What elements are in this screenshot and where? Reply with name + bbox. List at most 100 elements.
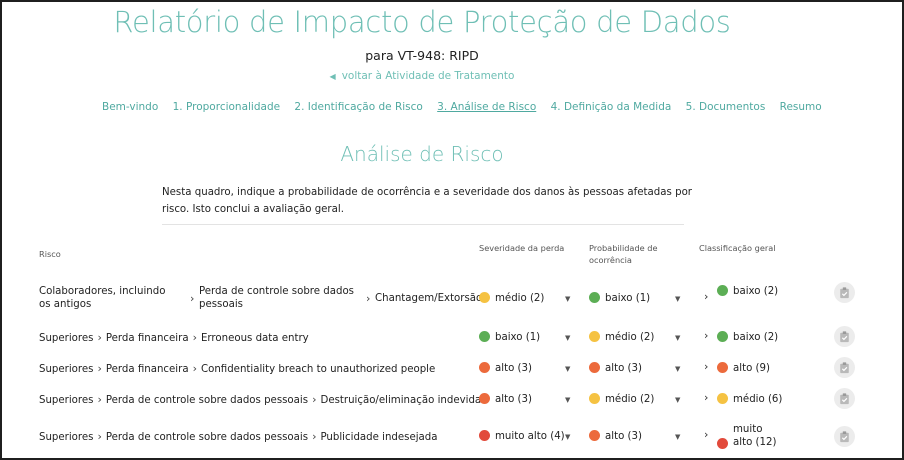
section-title: Análise de Risco xyxy=(340,142,504,166)
overall-rating: baixo (2) xyxy=(717,285,778,297)
risk-path-part: Chantagem/Extorsão xyxy=(375,293,483,304)
page-subtitle: para VT-948: RIPD xyxy=(365,48,479,63)
probability-select[interactable]: baixo (1) xyxy=(589,292,650,304)
caret-down-icon[interactable]: ▼ xyxy=(565,396,571,404)
risk-path: Superiores › Perda de controle sobre dados… xyxy=(39,430,438,443)
table-row: Superiores › Perda financeira › Confidential… xyxy=(2,357,904,384)
chevron-right-icon: › xyxy=(192,331,197,344)
overall-value: baixo (2) xyxy=(733,286,779,297)
probability-select[interactable]: alto (3) xyxy=(589,362,642,374)
chevron-right-icon: › xyxy=(704,329,709,342)
chevron-right-icon: › xyxy=(366,292,371,305)
caret-down-icon[interactable]: ▼ xyxy=(675,334,681,342)
caret-down-icon[interactable]: ▼ xyxy=(565,295,571,303)
status-dot xyxy=(479,393,490,404)
status-dot xyxy=(479,430,490,441)
nav-item-documents[interactable]: 5. Documentos xyxy=(685,101,766,113)
caret-down-icon[interactable]: ▼ xyxy=(565,433,571,441)
caret-down-icon[interactable]: ▼ xyxy=(675,365,681,373)
overall-value: muito alto (12) xyxy=(733,424,777,448)
nav-item-risk-analysis[interactable]: 3. Análise de Risco xyxy=(437,101,537,113)
chevron-right-icon: › xyxy=(704,290,709,303)
clipboard-check-icon[interactable] xyxy=(834,326,855,347)
caret-down-icon[interactable]: ▼ xyxy=(675,396,681,404)
chevron-right-icon: › xyxy=(97,430,102,443)
nav-item-proportionality[interactable]: 1. Proporcionalidade xyxy=(172,101,281,113)
clipboard-check-icon[interactable] xyxy=(834,357,855,378)
severity-value: muito alto (4) xyxy=(495,431,565,442)
caret-down-icon[interactable]: ▼ xyxy=(565,365,571,373)
probability-value: médio (2) xyxy=(605,332,655,343)
chevron-right-icon: › xyxy=(190,292,195,305)
risk-path: Superiores › Perda de controle sobre dados… xyxy=(39,393,482,406)
chevron-right-icon: › xyxy=(312,430,317,443)
back-link-label: voltar à Atividade de Tratamento xyxy=(341,70,515,82)
page-title: Relatório de Impacto de Proteção de Dado… xyxy=(113,5,731,39)
severity-select[interactable]: médio (2) xyxy=(479,292,544,304)
probability-value: alto (3) xyxy=(605,431,642,442)
status-dot xyxy=(717,362,728,373)
risk-path-part: Perda de controle sobre dados pessoais xyxy=(199,286,354,310)
severity-select[interactable]: baixo (1) xyxy=(479,331,540,343)
clipboard-check-icon[interactable] xyxy=(834,388,855,409)
status-dot xyxy=(479,292,490,303)
status-dot xyxy=(717,393,728,404)
chevron-right-icon: › xyxy=(704,428,709,441)
nav-item-measure-definition[interactable]: 4. Definição da Medida xyxy=(550,101,672,113)
header-overall: Classificação geral xyxy=(699,243,776,253)
table-row: Colaboradores, incluindo os antigos › Pe… xyxy=(2,279,904,321)
severity-value: alto (3) xyxy=(495,394,532,405)
status-dot-container xyxy=(717,432,733,451)
severity-value: alto (3) xyxy=(495,363,532,374)
table-row: Superiores › Perda de controle sobre dados… xyxy=(2,422,904,456)
status-dot xyxy=(589,430,600,441)
overall-value: médio (6) xyxy=(733,394,783,405)
status-dot xyxy=(589,331,600,342)
nav-item-welcome[interactable]: Bem-vindo xyxy=(102,101,159,113)
status-dot xyxy=(589,292,600,303)
status-dot xyxy=(717,285,728,296)
severity-select[interactable]: muito alto (4) xyxy=(479,430,565,442)
overall-rating: baixo (2) xyxy=(717,331,778,343)
chevron-right-icon: › xyxy=(704,360,709,373)
caret-down-icon[interactable]: ▼ xyxy=(565,334,571,342)
nav-item-risk-identification[interactable]: 2. Identificação de Risco xyxy=(294,101,423,113)
header-severity: Severidade da perda xyxy=(479,243,565,253)
probability-select[interactable]: alto (3) xyxy=(589,430,642,442)
severity-select[interactable]: alto (3) xyxy=(479,362,532,374)
severity-value: baixo (1) xyxy=(495,332,541,343)
step-nav: Bem-vindo 1. Proporcionalidade 2. Identi… xyxy=(102,101,833,113)
caret-down-icon[interactable]: ▼ xyxy=(675,295,681,303)
table-row: Superiores › Perda de controle sobre dados… xyxy=(2,388,904,415)
clipboard-check-icon[interactable] xyxy=(834,282,855,303)
status-dot xyxy=(589,362,600,373)
table-row: Superiores › Perda financeira › Erroneous da… xyxy=(2,326,904,353)
header-risk: Risco xyxy=(39,249,61,259)
caret-down-icon[interactable]: ▼ xyxy=(675,433,681,441)
risk-path-part: Colaboradores, incluindo os antigos xyxy=(39,286,166,310)
chevron-right-icon: › xyxy=(97,362,102,375)
intro-text: Nesta quadro, indique a probabilidade de… xyxy=(162,187,692,215)
overall-rating: médio (6) xyxy=(717,393,782,405)
status-dot xyxy=(479,362,490,373)
header-probability: Probabilidade de ocorrência xyxy=(589,243,658,265)
status-dot xyxy=(589,393,600,404)
probability-select[interactable]: médio (2) xyxy=(589,331,654,343)
probability-select[interactable]: médio (2) xyxy=(589,393,654,405)
clipboard-check-icon[interactable] xyxy=(834,426,855,447)
back-link[interactable]: ◀ voltar à Atividade de Tratamento xyxy=(2,70,842,82)
divider xyxy=(162,224,684,225)
risk-path: Superiores › Perda financeira › Erroneous da… xyxy=(39,331,309,344)
chevron-right-icon: › xyxy=(704,391,709,404)
probability-value: alto (3) xyxy=(605,363,642,374)
severity-select[interactable]: alto (3) xyxy=(479,393,532,405)
overall-value: baixo (2) xyxy=(733,332,779,343)
probability-value: baixo (1) xyxy=(605,293,651,304)
chevron-right-icon: › xyxy=(97,331,102,344)
chevron-right-icon: › xyxy=(192,362,197,375)
overall-rating: alto (9) xyxy=(717,362,770,374)
status-dot xyxy=(717,331,728,342)
probability-value: médio (2) xyxy=(605,394,655,405)
overall-value: alto (9) xyxy=(733,363,770,374)
nav-item-summary[interactable]: Resumo xyxy=(779,101,822,113)
